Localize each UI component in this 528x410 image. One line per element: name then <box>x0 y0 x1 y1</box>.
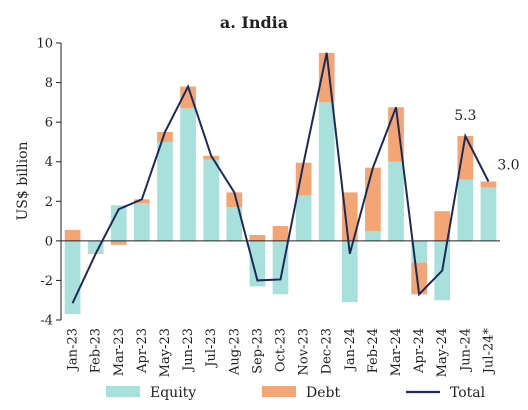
y-tick-label: 4 <box>45 155 53 170</box>
legend-swatch-equity <box>106 386 140 397</box>
y-tick-label: 6 <box>45 116 53 131</box>
x-tick-label: May-23 <box>158 328 173 377</box>
bar-debt-oct-23 <box>272 226 289 241</box>
legend-label-total: Total <box>450 385 486 401</box>
bar-equity-oct-23 <box>272 240 289 295</box>
bar-equity-may-23 <box>157 141 173 241</box>
bar-equity-dec-23 <box>318 102 335 241</box>
bar-debt-mar-23 <box>110 240 127 245</box>
y-tick-label: -2 <box>40 274 53 289</box>
y-axis-label: US$ billion <box>15 141 31 220</box>
bar-equity-jul-24 <box>480 187 497 241</box>
x-tick-label: Jan-23 <box>66 328 81 372</box>
legend-swatch-debt <box>262 386 296 397</box>
chart-title: a. India <box>220 13 288 32</box>
x-tick-label: Feb-23 <box>89 328 104 373</box>
x-tick-label: Apr-24 <box>412 328 427 374</box>
bar-debt-apr-23 <box>134 199 150 204</box>
x-tick-label: Sep-23 <box>250 328 265 374</box>
bar-equity-nov-23 <box>295 195 312 241</box>
x-tick-label: Oct-23 <box>274 328 289 372</box>
y-tick-label: 2 <box>45 195 53 210</box>
bar-equity-apr-23 <box>134 203 150 241</box>
bar-debt-feb-24 <box>365 167 381 231</box>
x-tick-label: May-24 <box>435 328 450 377</box>
bar-debt-mar-24 <box>388 107 404 162</box>
x-tick-label: Mar-23 <box>112 328 127 376</box>
y-tick-label: 0 <box>45 234 53 249</box>
legend: Equity Debt Total <box>106 385 486 401</box>
x-tick-label: Jul-23 <box>204 328 219 369</box>
bar-debt-sep-23 <box>249 234 266 241</box>
x-tick-label: Apr-23 <box>135 328 150 374</box>
data-label-jul-24: 3.0 <box>497 158 519 174</box>
x-tick-label: Mar-24 <box>389 328 404 376</box>
bar-equity-mar-24 <box>388 161 404 241</box>
bar-equity-feb-24 <box>365 230 381 241</box>
bar-debt-jun-24 <box>457 135 474 180</box>
bar-equity-jun-23 <box>180 108 196 241</box>
bar-debt-jul-24 <box>480 181 497 188</box>
bar-equity-jun-24 <box>457 179 474 241</box>
bar-debt-jul-23 <box>203 155 220 160</box>
x-tick-label: Jun-24 <box>458 328 473 373</box>
y-tick-label: -4 <box>40 314 53 329</box>
legend-label-debt: Debt <box>306 385 340 401</box>
bar-debt-jan-24 <box>341 192 358 241</box>
data-label-jun-24: 5.3 <box>454 108 476 124</box>
bar-equity-feb-23 <box>87 240 104 253</box>
x-tick-label: Jul-24* <box>481 328 496 376</box>
bar-equity-sep-23 <box>249 240 266 287</box>
x-tick-label: Feb-24 <box>366 328 381 373</box>
bar-equity-aug-23 <box>226 207 243 241</box>
bar-equity-jan-24 <box>341 240 358 303</box>
x-tick-label: Aug-23 <box>227 328 242 376</box>
plot-area: -4 -2 0 2 4 6 8 10 Jan-23 Feb-23 Mar-23 Apr-23 May-2… <box>36 37 519 378</box>
bar-equity-mar-23 <box>110 205 127 241</box>
legend-label-equity: Equity <box>150 385 196 401</box>
bar-equity-jul-23 <box>203 159 220 241</box>
bar-debt-may-24 <box>434 211 451 241</box>
x-tick-label: Jun-23 <box>181 328 196 373</box>
bar-debt-may-23 <box>157 132 173 142</box>
bar-debt-jun-23 <box>180 86 196 109</box>
bar-debt-jan-23 <box>64 229 81 241</box>
x-tick-label: Jan-24 <box>343 328 358 372</box>
y-tick-label: 8 <box>45 76 53 91</box>
x-tick-label: Nov-23 <box>297 328 312 375</box>
y-tick-label: 10 <box>36 37 53 52</box>
x-tick-label: Dec-23 <box>320 328 335 374</box>
